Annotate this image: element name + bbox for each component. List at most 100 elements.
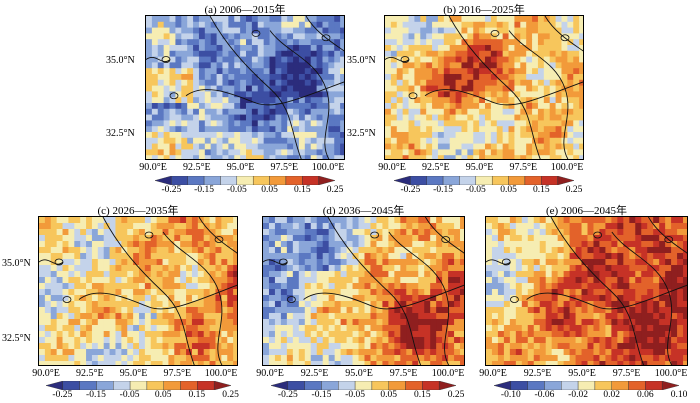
field-cell — [293, 27, 300, 34]
field-cell — [520, 56, 527, 63]
field-cell — [304, 155, 312, 159]
field-cell — [334, 62, 341, 69]
field-cell — [334, 289, 342, 296]
field-cell — [216, 91, 224, 98]
field-cell — [400, 223, 407, 230]
field-cell — [503, 271, 511, 278]
field-cell — [414, 137, 421, 145]
field-cell — [221, 271, 228, 278]
field-cell — [647, 265, 654, 272]
field-cell — [56, 277, 64, 284]
field-cell — [298, 343, 306, 350]
field-cell — [210, 149, 218, 156]
colorbar-tick-label: 0.25 — [447, 390, 465, 400]
field-cell — [334, 223, 342, 230]
field-cell — [426, 103, 433, 110]
field-cell — [503, 319, 511, 326]
field-cell — [156, 259, 164, 266]
field-cell — [376, 307, 384, 314]
field-cell — [424, 331, 431, 338]
field-cell — [44, 289, 52, 296]
field-cell — [280, 277, 288, 284]
field-cell — [203, 259, 211, 266]
field-cell — [293, 126, 300, 133]
field-cell — [257, 137, 265, 145]
field-cell — [197, 289, 205, 296]
lake-outline — [278, 258, 288, 266]
field-cell — [473, 79, 480, 87]
field-cell — [268, 217, 276, 224]
field-cell — [385, 103, 392, 110]
field-cell — [432, 108, 439, 116]
field-cell — [198, 149, 206, 156]
field-cell — [683, 289, 687, 296]
field-cell — [382, 265, 389, 272]
field-cell — [420, 91, 427, 98]
field-cell — [298, 74, 306, 81]
field-cell — [157, 126, 165, 133]
field-cell — [292, 343, 300, 350]
field-cell — [563, 301, 571, 308]
field-cell — [151, 114, 159, 121]
field-cell — [388, 229, 395, 236]
field-cell — [385, 62, 392, 69]
field-cell — [400, 343, 407, 350]
field-cell — [611, 217, 618, 224]
field-cell — [234, 21, 241, 29]
field-cell — [579, 62, 583, 69]
field-cell — [228, 74, 235, 81]
field-cell — [346, 337, 354, 344]
field-cell — [370, 277, 378, 284]
field-cell — [520, 85, 527, 92]
field-cell — [263, 79, 271, 87]
colorbar-swatch — [354, 381, 373, 390]
field-cell — [293, 45, 300, 52]
field-cell — [605, 253, 612, 260]
field-cell — [455, 50, 463, 58]
field-cell — [150, 331, 158, 338]
field-cell — [286, 301, 294, 308]
field-cell — [414, 27, 421, 34]
field-cell — [191, 295, 199, 302]
field-cell — [635, 283, 642, 290]
field-cell — [187, 126, 194, 133]
field-cell — [437, 137, 445, 145]
field-cell — [281, 132, 288, 139]
field-cell — [203, 277, 211, 284]
field-cell — [62, 253, 70, 260]
field-cell — [539, 295, 547, 302]
field-cell — [74, 331, 81, 338]
field-cell — [209, 241, 217, 248]
field-cell — [163, 126, 171, 133]
field-cell — [222, 137, 229, 145]
field-cell — [274, 265, 282, 272]
field-cell — [549, 16, 557, 23]
field-cell — [275, 16, 282, 23]
field-cell — [68, 337, 75, 344]
field-cell — [168, 283, 175, 290]
field-cell — [521, 301, 529, 308]
field-cell — [412, 337, 419, 344]
field-cell — [551, 361, 559, 365]
field-cell — [340, 97, 344, 104]
field-cell — [163, 103, 171, 110]
lake-outline — [400, 56, 410, 63]
field-cell — [246, 68, 253, 75]
field-cell — [234, 132, 241, 139]
field-cell — [575, 319, 583, 326]
field-cell — [545, 319, 553, 326]
field-cell — [263, 103, 271, 110]
field-cell — [641, 319, 648, 326]
field-cell — [683, 313, 687, 320]
boundary-line — [544, 16, 583, 52]
field-cell — [322, 155, 329, 159]
field-cell — [543, 97, 551, 104]
field-cell — [251, 103, 259, 110]
field-cell — [144, 319, 152, 326]
field-cell — [334, 68, 341, 75]
field-cell — [186, 277, 193, 284]
field-cell — [109, 295, 117, 302]
field-cell — [573, 91, 580, 98]
field-cell — [497, 313, 505, 320]
field-cell — [569, 361, 577, 365]
